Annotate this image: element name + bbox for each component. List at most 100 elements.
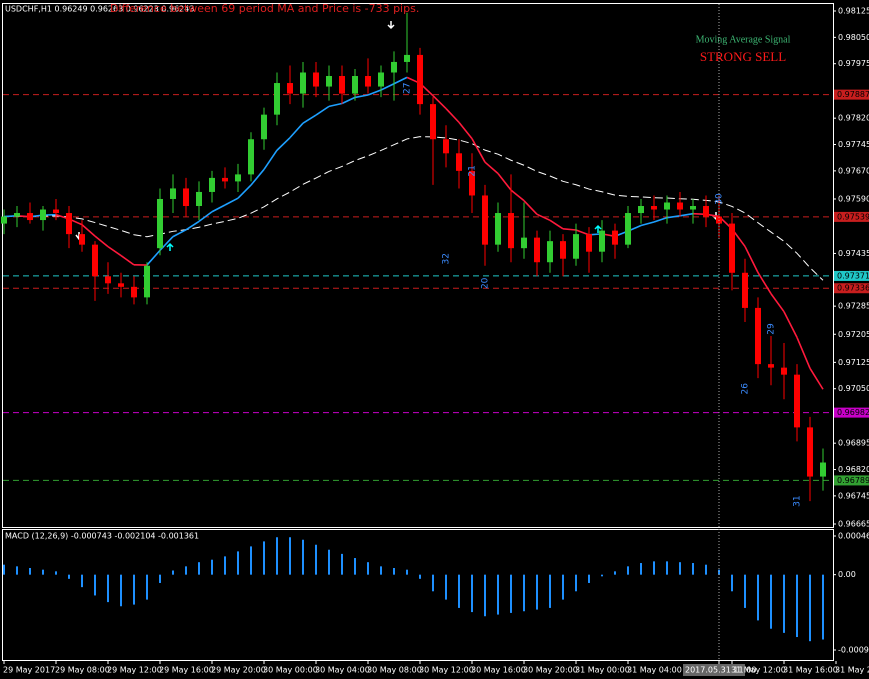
candle-body [14,213,20,217]
candle-body [547,241,553,263]
x-tick-label: 30 May 12:00 [419,666,474,675]
y-tick-label: 0.97820 [838,114,869,123]
y-tick-label: 0.97590 [838,194,869,203]
candle-body [651,206,657,210]
y-tick-label: 0.97125 [838,358,869,367]
level-label: 0.97539 [837,212,869,221]
candle-body [612,230,618,245]
candle-body [118,283,124,287]
fast-ma [367,89,382,96]
fast-ma [796,337,811,369]
x-tick-label: 30 May 04:00 [315,666,370,675]
level-label: 0.97887 [837,90,869,99]
candle-body [508,213,514,249]
candle-body [326,76,332,87]
y-tick-label: 0.98050 [838,33,869,42]
fast-ma [471,138,486,163]
fast-ma [666,215,681,219]
fast-ma [81,224,96,237]
x-tick-label: 29 May 20:00 [211,666,266,675]
fast-ma [250,168,265,186]
y-tick-label: 0.96665 [838,520,869,529]
candle-body [521,237,527,249]
candle-body [430,104,436,140]
candle-body [27,213,33,221]
candle-body [443,139,449,154]
candle-body [157,198,163,249]
y-tick-label: 0.97435 [838,249,869,258]
fast-ma [185,220,200,231]
fast-ma [549,219,564,230]
candle-body [482,195,488,245]
fast-ma [276,137,291,151]
candle-body [742,272,748,308]
level-label-box [834,211,869,222]
candle-body [235,174,241,182]
y-tick-label: -0.000906 [838,646,869,655]
wave-label: 31 [793,495,803,506]
candle-body [703,206,709,217]
x-tick-label: 30 May 08:00 [367,666,422,675]
y-tick-label: 0.97745 [838,140,869,149]
fast-ma [237,184,252,199]
x-tick-label: 29 May 12:00 [107,666,162,675]
annotation: Difference between 69 period MA and Pric… [110,2,419,15]
fast-ma [354,94,369,99]
candle-body [131,286,137,298]
y-tick-label: 0.000465 [838,532,869,541]
fast-ma [809,367,824,390]
candle-body [560,241,566,259]
y-tick-label: 0.97205 [838,330,869,339]
fast-ma [224,197,239,206]
level-label-box [834,89,869,100]
fast-ma [510,189,525,202]
candle-body [53,209,59,214]
candle-body [222,177,228,182]
x-tick-label: 30 May 20:00 [523,666,578,675]
fast-ma [172,229,187,238]
x-tick-label: 31 May 12:00 [731,666,786,675]
level-label-box [834,407,869,418]
wave-label: 30 [715,193,725,205]
fast-ma [263,149,278,170]
wave-label: 29 [767,323,777,335]
candle-body [599,230,605,252]
fast-ma [783,311,798,338]
fast-ma [575,229,590,236]
candle-body [586,234,592,252]
candle-body [469,170,475,196]
fast-ma [640,221,655,227]
candle-body [690,206,696,210]
candle-body [677,202,683,210]
candle-body [261,114,267,140]
fast-ma [497,172,512,191]
candle-body [755,307,761,365]
candle-body [378,72,384,87]
x-tick-label: 31 May 00:00 [575,666,630,675]
y-tick-label: 0.00 [838,570,856,579]
crosshair-label-box [683,664,745,676]
x-tick-label: 29 May 16:00 [159,666,214,675]
fast-ma [198,211,213,223]
fast-ma [653,216,668,223]
level-label: 0.97371 [837,271,869,280]
candle-body [391,61,397,73]
candle-body [768,364,774,368]
wave-label: 20 [481,277,491,289]
fast-ma [432,95,447,110]
y-tick-label: 0.96895 [838,439,869,448]
macd-pane [2,529,834,661]
candle-body [92,244,98,277]
fast-ma [341,96,356,105]
y-tick-label: 0.97050 [838,384,869,393]
level-label: 0.96982 [837,408,869,417]
y-tick-label: 0.97975 [838,59,869,68]
y-tick-label: 0.96820 [838,465,869,474]
fast-ma [445,107,460,123]
candle-body [144,265,150,298]
candle-body [781,367,787,375]
candle-body [1,216,7,224]
candle-body [183,188,189,207]
